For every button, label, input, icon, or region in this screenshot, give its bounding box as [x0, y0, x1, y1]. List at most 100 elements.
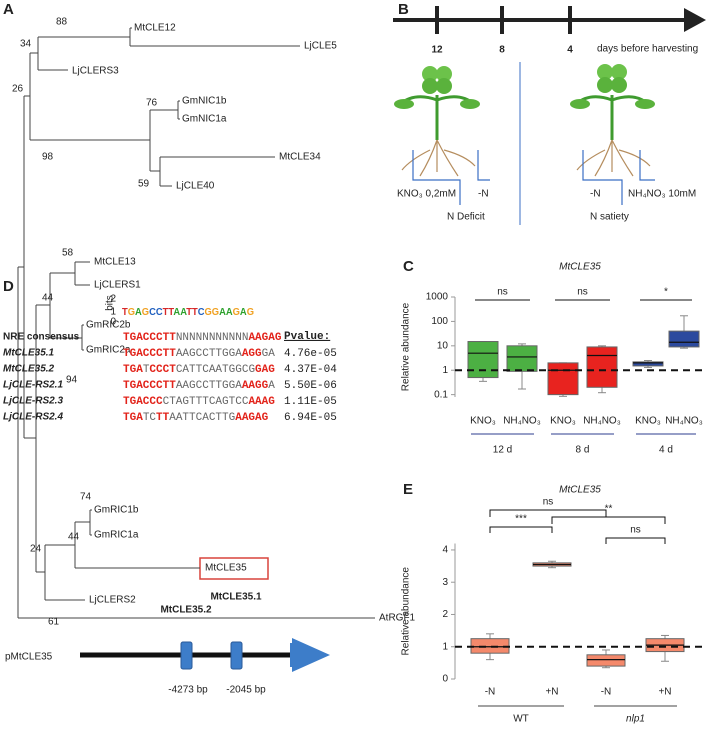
row-name: LjCLE-RS2.3 [3, 396, 63, 407]
pvalue-header: Pvalue: [284, 331, 330, 343]
sequence-segment: GA [262, 348, 276, 360]
sequence-segment: CATTCAATGGCG [176, 364, 255, 376]
leaf-label: GmNIC1a [182, 114, 227, 125]
sequence: TGACCCTTAAGCCTTGGAAAGGA [123, 380, 275, 392]
sequence-segment: TGACCCTT [123, 380, 176, 392]
panel-label: D [3, 278, 14, 295]
logo-tick: 0 [110, 317, 116, 328]
bootstrap-value: 88 [56, 17, 68, 28]
y-tick-label: 0 [442, 674, 448, 685]
panel-label: B [398, 1, 409, 18]
y-tick-label: 1 [442, 365, 448, 376]
sequence: TGACCCCTAGTTTCAGTCCAAAG [123, 396, 275, 408]
y-tick-label: 4 [442, 545, 448, 556]
condition: NH₄NO₃ 10mM [628, 189, 696, 200]
pvalue: 4.76e-05 [284, 348, 337, 360]
logo-axis-label: bits [105, 295, 116, 311]
bootstrap-value: 94 [66, 375, 78, 386]
sequence-segment: TGA [123, 364, 143, 376]
y-tick-label: 0.1 [434, 389, 448, 400]
timeline-arrowhead [684, 8, 706, 32]
bootstrap-value: 98 [42, 152, 54, 163]
bootstrap-value: 24 [30, 544, 42, 555]
element-position: -4273 bp [168, 685, 208, 696]
pvalue: 4.37E-04 [284, 364, 337, 376]
group-label: nlp1 [626, 714, 645, 725]
x-tick-label: NH₄NO₃ [583, 416, 621, 427]
sequence-segment: AAGG [242, 380, 269, 392]
y-tick-label: 1000 [426, 292, 449, 303]
leaf-label: GmRIC1a [94, 530, 139, 541]
logo-letter: C [149, 307, 156, 318]
pvalue: 1.11E-05 [284, 396, 337, 408]
box [632, 361, 664, 367]
significance-label: ns [497, 287, 508, 298]
promoter-name: pMtCLE35 [5, 652, 53, 663]
significance-bracket [605, 537, 666, 544]
sequence-segment: TC [143, 412, 157, 424]
logo-letter: A [135, 307, 142, 318]
significance-bracket [489, 509, 607, 517]
x-tick-label: -N [485, 687, 496, 698]
y-tick-label: 3 [442, 577, 448, 588]
x-tick-label: KNO₃ [470, 416, 496, 427]
sequence-segment: TGA [123, 412, 143, 424]
sequence-segment: CTAGTTTCAGTCC [163, 396, 249, 408]
significance-bracket [489, 526, 553, 533]
bootstrap-value: 58 [62, 248, 74, 259]
panel-label: E [403, 481, 413, 498]
leaf-label: GmRIC1b [94, 505, 139, 516]
sequence-segment: T [143, 364, 150, 376]
plant-left [394, 66, 480, 177]
y-tick-label: 10 [437, 340, 449, 351]
y-tick-label: 2 [442, 609, 448, 620]
significance-label: *** [515, 514, 527, 525]
y-axis-label: Relative abundance [401, 567, 412, 656]
group-label: 12 d [493, 445, 512, 456]
bootstrap-value: 26 [12, 84, 24, 95]
x-tick-label: KNO₃ [635, 416, 661, 427]
bootstrap-value: 44 [68, 532, 80, 543]
group-label: 8 d [576, 445, 590, 456]
bootstrap-value: 44 [42, 293, 54, 304]
row-name: LjCLE-RS2.4 [3, 412, 63, 423]
significance-label: ns [630, 525, 641, 536]
significance-label: * [664, 287, 668, 298]
sequence: TGATCCCTCATTCAATGGCGGAG [123, 364, 275, 376]
bootstrap-value: 34 [20, 39, 32, 50]
logo-letter: T [163, 307, 169, 318]
timeline [393, 6, 706, 225]
sequence-segment: TT [156, 412, 170, 424]
sequence-segment: A [268, 380, 275, 392]
days-caption: days before harvesting [597, 44, 698, 55]
sequence-segment: TGACCC [123, 396, 163, 408]
condition: -N [478, 189, 489, 200]
box [586, 346, 618, 388]
x-tick-label: -N [601, 687, 612, 698]
condition: KNO₃ 0,2mM [397, 189, 456, 200]
logo-letter: G [247, 307, 254, 318]
sequence-segment: CCCT [149, 364, 176, 376]
sequence-segment: AAGCCTTGGA [176, 380, 242, 392]
box [506, 345, 538, 372]
bootstrap-value: 61 [48, 617, 60, 628]
logo-letter: A [219, 307, 226, 318]
condition-title: N satiety [590, 212, 629, 223]
chart-title: MtCLE35 [559, 262, 601, 273]
x-tick-label: NH₄NO₃ [503, 416, 541, 427]
sequence-logo: TGAGCCTTAATTCGGAAGAG [122, 307, 254, 318]
leaf-label: LjCLERS2 [89, 595, 136, 606]
condition-title: N Deficit [447, 212, 485, 223]
leaf-label: LjCLE40 [176, 181, 215, 192]
panel-label: A [3, 1, 14, 18]
logo-letter: C [198, 307, 205, 318]
logo-letter: A [180, 307, 187, 318]
leaf-label: GmRIC2b [86, 320, 131, 331]
logo-letter: A [173, 307, 180, 318]
day-number: 8 [499, 45, 505, 56]
panel-label: C [403, 258, 414, 275]
sequence-segment: TGACCCTT [123, 332, 176, 344]
logo-letter: T [168, 307, 174, 318]
leaf-label: LjCLERS3 [72, 66, 119, 77]
box [547, 362, 579, 396]
